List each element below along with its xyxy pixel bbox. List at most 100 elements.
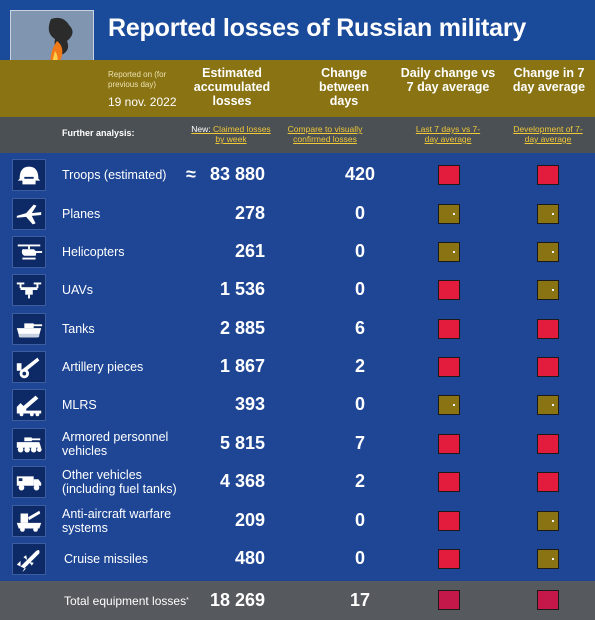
truck-icon xyxy=(12,466,46,498)
row-label: Tanks xyxy=(62,321,95,336)
row-value: 83 880 xyxy=(209,164,265,184)
plane-icon xyxy=(12,198,46,230)
footnote-mark: * xyxy=(186,597,189,604)
table-row-apc: Armored personnel vehicles 5 815 7 xyxy=(0,425,595,462)
apc-icon xyxy=(12,428,46,460)
daily-vs-average-indicator xyxy=(438,395,460,415)
row-change: 0 xyxy=(354,548,365,568)
column-header-accumulated: Estimated accumulated losses xyxy=(193,66,271,108)
link-compare-confirmed-losses[interactable]: Compare to visually confirmed losses xyxy=(287,124,363,144)
total-row: Total equipment losses * 18 269 17 xyxy=(0,581,595,620)
total-change: 17 xyxy=(349,590,371,610)
average-change-indicator xyxy=(537,549,559,569)
daily-vs-average-indicator xyxy=(438,511,460,531)
row-label: Troops (estimated) xyxy=(62,167,167,182)
row-change: 6 xyxy=(354,318,365,338)
row-value: 4 368 xyxy=(219,471,265,491)
average-change-indicator xyxy=(537,357,559,377)
reported-on-label: Reported on (for previous day) xyxy=(108,70,167,89)
column-header-daily-vs-average: Daily change vs 7 day average xyxy=(400,66,496,94)
table-row-helicopters: Helicopters 261 0 xyxy=(0,233,595,270)
table-row-cruise-missiles: Cruise missiles 480 0 xyxy=(0,540,595,577)
average-change-indicator xyxy=(537,165,559,185)
total-value: 18 269 xyxy=(209,590,265,610)
page-title: Reported losses of Russian military xyxy=(108,14,527,42)
row-label: Cruise missiles xyxy=(64,551,149,566)
approx-sign: ≈ xyxy=(186,164,196,184)
row-value: 5 815 xyxy=(219,433,265,453)
row-change: 2 xyxy=(354,471,365,491)
row-label: Other vehicles (including fuel tanks) xyxy=(62,467,177,496)
row-label: Planes xyxy=(62,206,101,221)
link-claimed-losses-text[interactable]: Claimed losses by week xyxy=(213,124,271,144)
further-analysis-bar xyxy=(0,117,595,153)
daily-vs-average-indicator xyxy=(438,434,460,454)
total-label: Total equipment losses * xyxy=(64,581,189,620)
average-change-indicator xyxy=(537,395,559,415)
link-last-7-days[interactable]: Last 7 days vs 7-day average xyxy=(415,124,481,144)
table-row-uavs: UAVs 1 536 0 xyxy=(0,271,595,308)
row-label: Helicopters xyxy=(62,244,125,259)
report-date: 19 nov. 2022 xyxy=(108,95,177,109)
daily-vs-average-indicator xyxy=(438,242,460,262)
link-development-7-day-average[interactable]: Development of 7-day average xyxy=(513,124,583,144)
row-change: 7 xyxy=(354,433,365,453)
daily-vs-average-indicator xyxy=(438,472,460,492)
daily-vs-average-indicator xyxy=(438,165,460,185)
losses-table: Troops (estimated) ≈ 83 880 420 Planes 2… xyxy=(0,153,595,581)
column-header-change: Change between days xyxy=(318,66,369,108)
row-value: 1 867 xyxy=(219,356,265,376)
further-analysis-label: Further analysis: xyxy=(62,128,135,138)
row-change: 0 xyxy=(354,279,365,299)
row-value: 278 xyxy=(234,203,265,223)
daily-vs-average-indicator xyxy=(438,280,460,300)
table-row-anti-aircraft: Anti-aircraft warfare systems 209 0 xyxy=(0,502,595,539)
missile-icon xyxy=(12,543,46,575)
daily-vs-average-indicator xyxy=(438,204,460,224)
table-row-artillery: Artillery pieces 1 867 2 xyxy=(0,348,595,385)
helicopter-icon xyxy=(12,236,46,268)
column-header-bar xyxy=(0,60,595,117)
row-label: UAVs xyxy=(62,282,94,297)
row-change: 0 xyxy=(354,203,365,223)
table-row-tanks: Tanks 2 885 6 xyxy=(0,310,595,347)
average-change-indicator xyxy=(537,242,559,262)
row-label: MLRS xyxy=(62,397,97,412)
table-row-troops: Troops (estimated) ≈ 83 880 420 xyxy=(0,156,595,193)
average-change-indicator xyxy=(537,319,559,339)
row-value: 393 xyxy=(234,394,265,414)
average-change-indicator xyxy=(537,472,559,492)
row-change: 420 xyxy=(344,164,376,184)
row-change: 0 xyxy=(354,510,365,530)
daily-vs-average-indicator xyxy=(438,549,460,569)
column-header-change-in-average: Change in 7 day average xyxy=(512,66,586,94)
row-value: 209 xyxy=(234,510,265,530)
drone-icon xyxy=(12,274,46,306)
total-average-change-indicator xyxy=(537,590,559,610)
new-label: New: xyxy=(191,124,211,134)
average-change-indicator xyxy=(537,434,559,454)
total-daily-vs-average-indicator xyxy=(438,590,460,610)
row-label: Artillery pieces xyxy=(62,359,144,374)
mlrs-icon xyxy=(12,389,46,421)
row-value: 480 xyxy=(234,548,265,568)
row-change: 2 xyxy=(354,356,365,376)
daily-vs-average-indicator xyxy=(438,319,460,339)
row-label: Anti-aircraft warfare systems xyxy=(62,506,172,535)
row-value: 1 536 xyxy=(219,279,265,299)
average-change-indicator xyxy=(537,511,559,531)
table-row-planes: Planes 278 0 xyxy=(0,195,595,232)
artillery-icon xyxy=(12,351,46,383)
tank-icon xyxy=(12,313,46,345)
table-row-other-vehicles: Other vehicles (including fuel tanks) 4 … xyxy=(0,463,595,500)
row-change: 0 xyxy=(354,241,365,261)
average-change-indicator xyxy=(537,204,559,224)
link-claimed-losses-by-week[interactable]: New: Claimed losses by week xyxy=(188,124,274,144)
row-value: 2 885 xyxy=(219,318,265,338)
average-change-indicator xyxy=(537,280,559,300)
total-label-text: Total equipment losses xyxy=(64,593,187,608)
row-change: 0 xyxy=(354,394,365,414)
row-label: Armored personnel vehicles xyxy=(62,429,169,458)
anti-aircraft-icon xyxy=(12,505,46,537)
helmet-icon xyxy=(12,159,46,191)
